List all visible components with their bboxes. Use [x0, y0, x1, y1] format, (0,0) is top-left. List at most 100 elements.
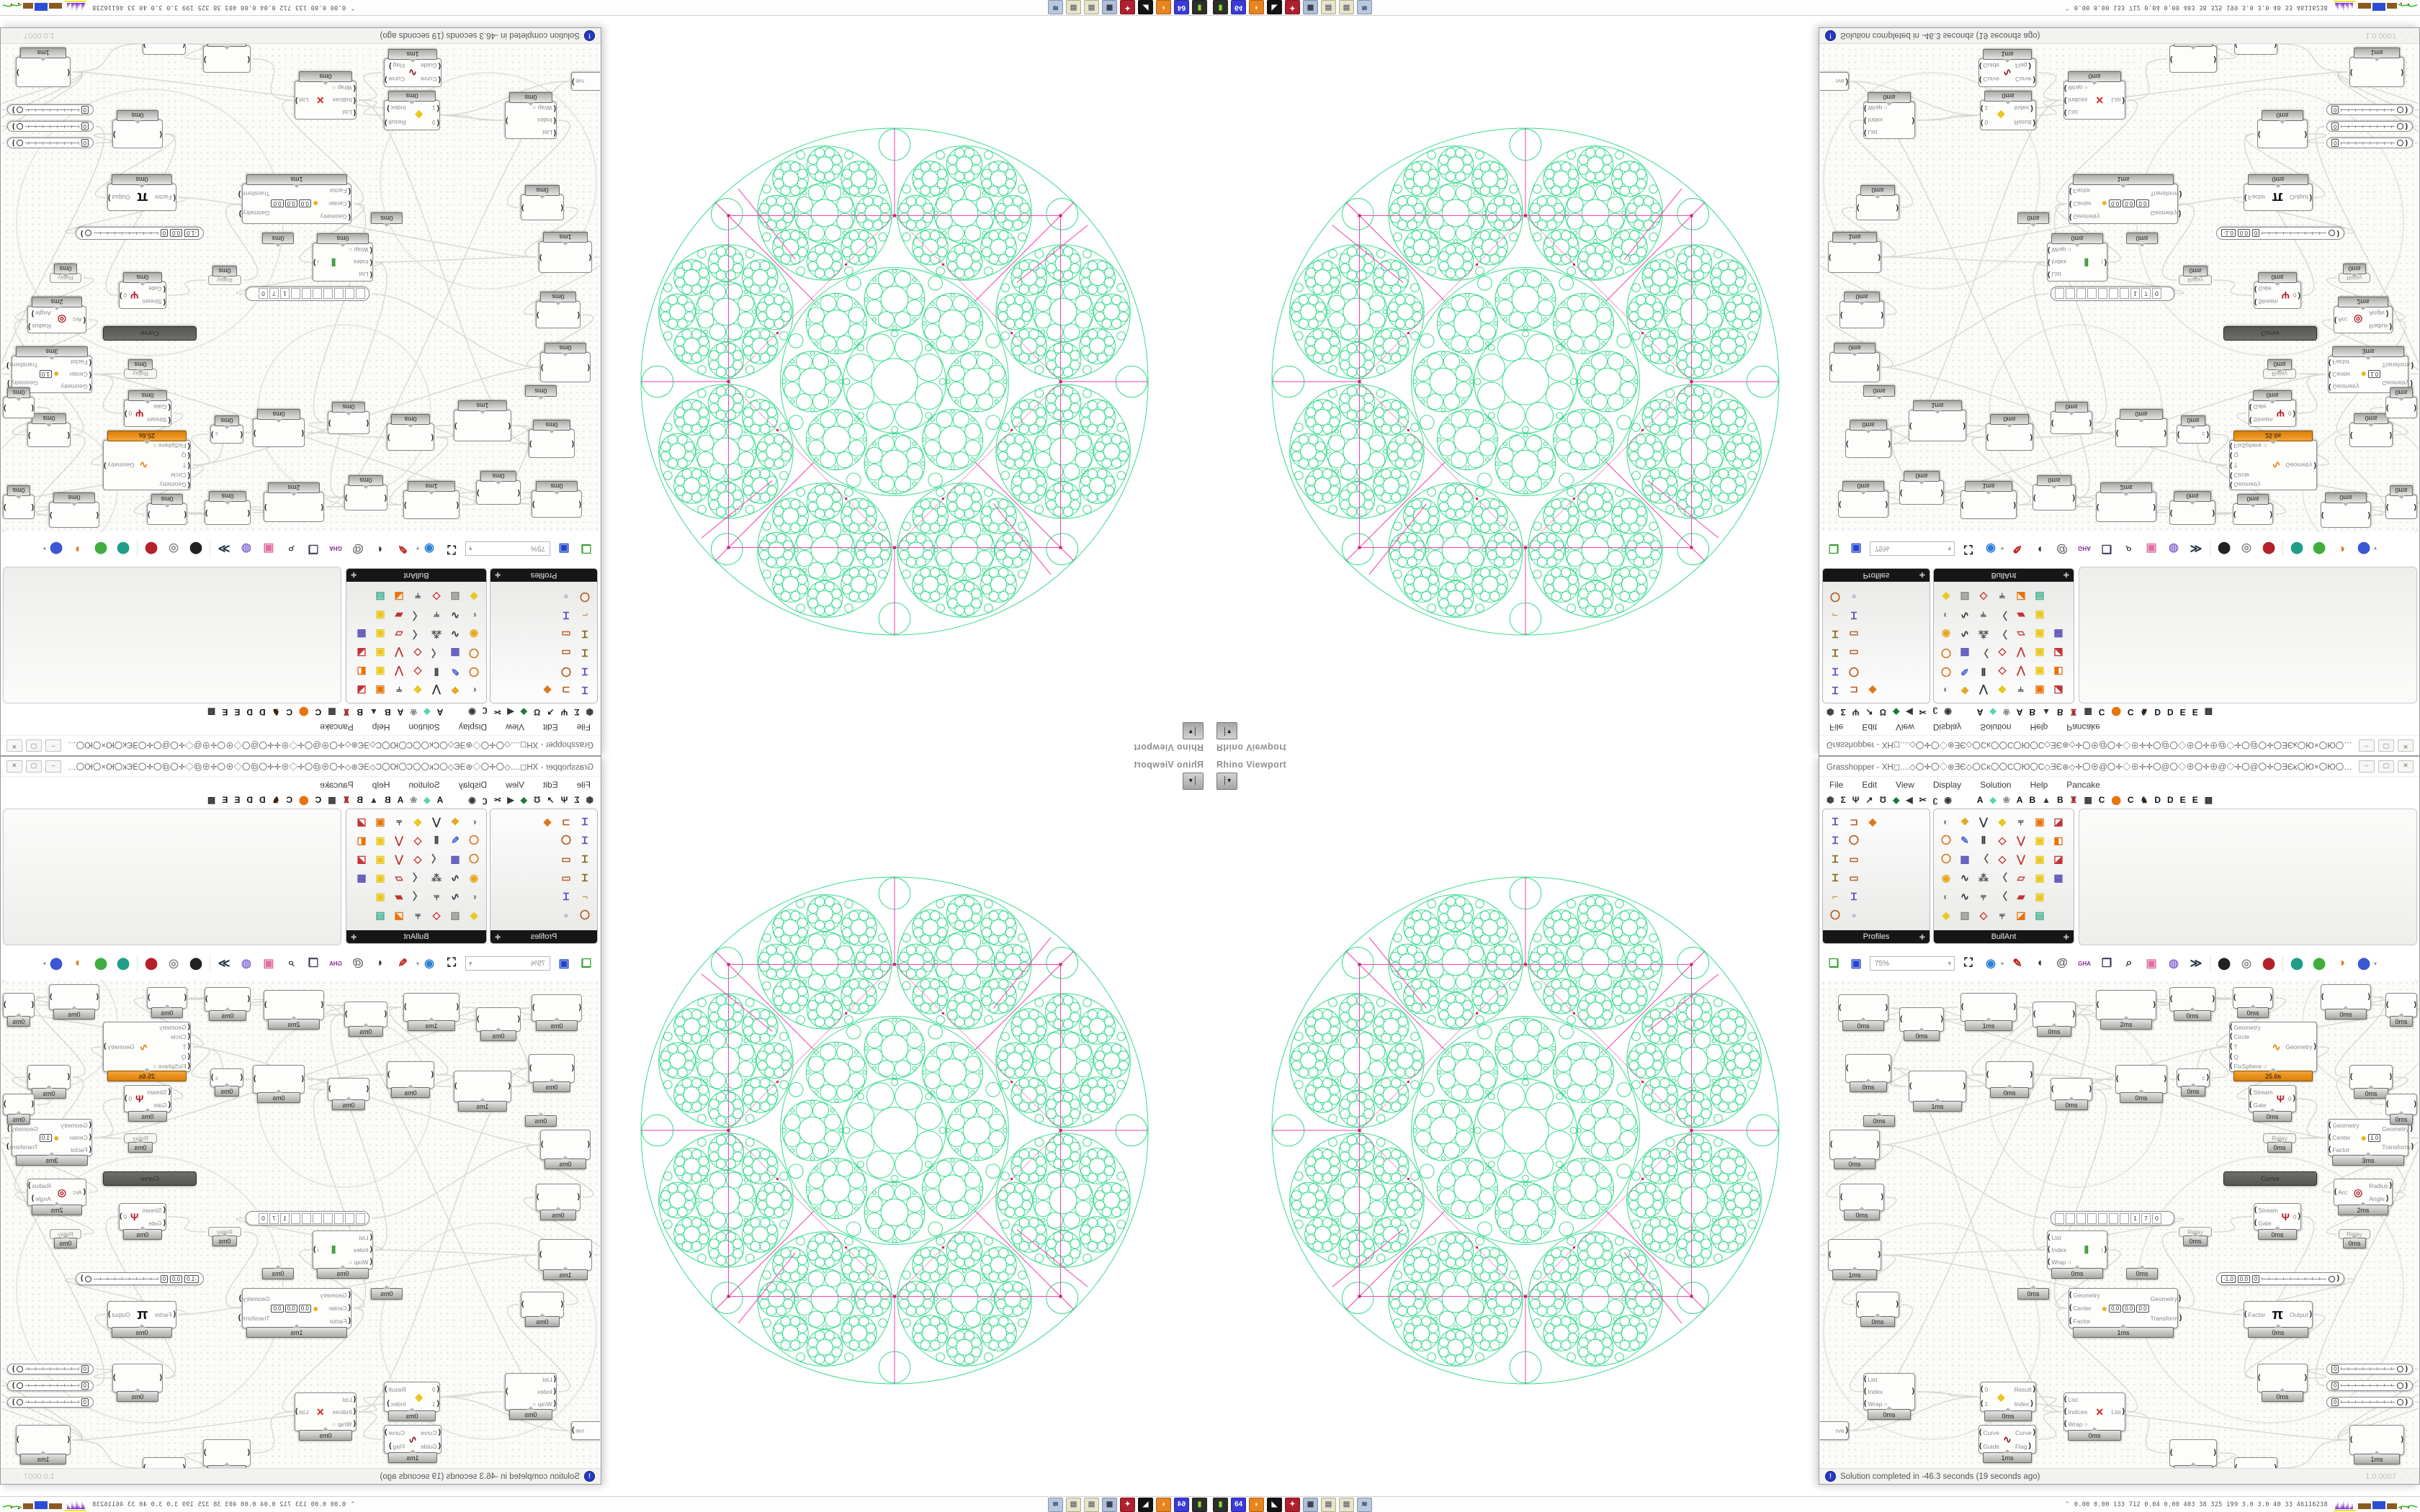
component-tab[interactable]: C	[286, 795, 293, 805]
palette-icon[interactable]: ▣	[375, 629, 385, 641]
component-tab[interactable]: ◉	[468, 795, 476, 805]
gh-node-arc[interactable]: (Arc ◎ Radius) Angle)	[2334, 1179, 2393, 1206]
palette-icon[interactable]	[2049, 887, 2068, 906]
gh-node-flow[interactable]: (Curve(Guide ∿ Curve) Flag)	[1978, 1425, 2036, 1454]
blob-teal-icon[interactable]: ⬤	[2290, 542, 2303, 554]
preview-toggle-icon[interactable]: ◉	[424, 958, 434, 970]
gumball-icon[interactable]: ◖	[2036, 957, 2043, 969]
open-button-icon[interactable]: ❏	[1828, 542, 1839, 554]
component-tab[interactable]: ✂	[1919, 707, 1927, 717]
profiler-time[interactable]: 0ms	[371, 212, 403, 224]
gumball-icon[interactable]: ◖	[377, 957, 384, 969]
palette-icon[interactable]: ⊐	[562, 685, 570, 697]
palette-icon[interactable]: ⦀	[1981, 834, 1986, 846]
palette-icon[interactable]: ◪	[394, 909, 404, 921]
taskbar-red-suite-icon[interactable]: ✦	[1120, 1497, 1135, 1512]
palette-icon[interactable]: 〇	[1849, 666, 1859, 678]
palette-icon[interactable]: ⁂	[1978, 629, 1989, 641]
component-tab[interactable]: ♞	[2140, 707, 2148, 717]
palette-icon[interactable]: ✎	[1960, 834, 1969, 846]
blob-blue-icon[interactable]: ⬤	[2357, 542, 2370, 554]
gh-node-f14[interactable]: ()	[2115, 1065, 2167, 1094]
gh-node-stream2[interactable]: (Stream(Gate Ψ 0)	[2249, 1085, 2296, 1112]
palette-icon[interactable]	[2049, 906, 2068, 924]
palette-icon[interactable]: ∿	[1960, 890, 1969, 902]
palette-icon[interactable]: ⁂	[431, 871, 442, 883]
palette-icon[interactable]: ◉	[469, 629, 479, 641]
component-tab[interactable]: ♜	[342, 795, 351, 805]
close-button[interactable]: ✕	[2398, 739, 2414, 752]
component-tab[interactable]: B	[357, 795, 363, 805]
save-button-icon[interactable]: ▣	[1850, 958, 1862, 970]
wireframe-preview-icon[interactable]: ◎	[2241, 542, 2251, 554]
palette-icon[interactable]: ▣	[2035, 629, 2045, 641]
gh-node-f5[interactable]: ()	[2096, 492, 2156, 522]
palette-icon[interactable]: 〈	[1997, 872, 2007, 883]
palette-icon[interactable]: Ɪ	[1832, 629, 1838, 641]
taskbar-calculator-icon[interactable]: ▦	[1303, 1497, 1318, 1512]
palette-icon[interactable]: ⫧	[434, 890, 439, 902]
palette-icon[interactable]: ▣	[375, 890, 385, 902]
palette-icon[interactable]: ▣	[375, 647, 385, 660]
camera-icon[interactable]: ⬤	[189, 542, 202, 554]
palette-icon[interactable]: ◆	[1942, 591, 1950, 603]
component-tab[interactable]: ◆	[1893, 707, 1900, 717]
gh-node-stream1[interactable]: (Stream(Gate Ψ 0)	[2254, 1203, 2301, 1230]
component-tab[interactable]: Ψ	[1852, 795, 1860, 805]
gh-node-f10[interactable]: ()	[1845, 429, 1891, 458]
taskbar-calculator-icon[interactable]: ▦	[1102, 1497, 1117, 1512]
component-tab[interactable]: ▦	[2084, 795, 2092, 805]
component-tab[interactable]: ✂	[493, 795, 501, 805]
palette-expand-icon[interactable]: ✚	[495, 934, 501, 942]
component-tab[interactable]: ◉	[468, 707, 476, 717]
remote-control-icon[interactable]: @	[2056, 543, 2068, 555]
palette-icon[interactable]: ⋁	[395, 647, 403, 660]
palette-icon[interactable]: ◆	[1868, 815, 1877, 827]
gh-node-darkcurve[interactable]: Curve	[2223, 1171, 2317, 1186]
palette-icon[interactable]: ◧	[2053, 666, 2063, 678]
blob-orange-icon[interactable]: ◑	[75, 543, 82, 555]
menu-solution[interactable]: Solution	[408, 722, 440, 732]
viewport-menu-button[interactable]: │▾	[1216, 773, 1237, 790]
component-tab[interactable]: D	[259, 707, 266, 717]
gh-node-f17[interactable]: ()	[540, 352, 591, 382]
palette-icon[interactable]: ▰	[395, 610, 403, 622]
palette-expand-icon[interactable]: ✚	[351, 934, 357, 942]
palette-icon[interactable]: ◐	[1942, 610, 1950, 621]
gh-node-f17[interactable]: ()	[1829, 1130, 1880, 1160]
palette-icon[interactable]: ◪	[357, 852, 367, 865]
palette-icon[interactable]: ⋁	[1979, 685, 1988, 697]
palette-icon[interactable]: ▣	[375, 610, 385, 622]
palette-icon[interactable]	[2049, 606, 2068, 625]
tray-expander-icon[interactable]: ⌃	[350, 4, 356, 12]
blob-orange-icon[interactable]: ◑	[75, 957, 82, 969]
zoom-extents-icon[interactable]: ⛶	[1964, 957, 1973, 969]
palette-icon[interactable]	[1863, 868, 1882, 887]
gh-node-anemone[interactable]: (Geometry(Circle(T(Q(FixSphere ○ ∿ Geometr…	[103, 1022, 191, 1072]
menu-help[interactable]: Help	[372, 780, 390, 790]
component-tab[interactable]: E	[2192, 707, 2198, 717]
palette-icon[interactable]: ⌐	[581, 891, 588, 902]
cluster-box-icon[interactable]: ▣	[2146, 542, 2157, 554]
gh-node-scale3[interactable]: (Geometry(Center(Factor ● 1.0 Geometry) Tran…	[2328, 1119, 2414, 1156]
component-tab[interactable]: ◆	[424, 795, 431, 805]
component-tab[interactable]: ✂	[493, 707, 501, 717]
palette-icon[interactable]: ▭	[561, 871, 571, 883]
shaded-preview-icon[interactable]: ⬤	[145, 958, 158, 970]
resize-handle[interactable]: ⋰⋰	[5, 32, 19, 40]
component-tab[interactable]: D	[2167, 707, 2174, 717]
palette-icon[interactable]: ▣	[2035, 890, 2045, 902]
blob-green-icon[interactable]: ⬤	[2313, 542, 2326, 554]
palette-icon[interactable]: Ɪ	[1832, 815, 1838, 827]
component-tab[interactable]: B	[357, 707, 363, 717]
component-tab[interactable]: ♞	[2140, 795, 2148, 805]
palette-label[interactable]: BullAnt	[1934, 930, 2074, 943]
maximize-button[interactable]: ▢	[26, 739, 42, 752]
component-tab[interactable]: Σ	[1840, 795, 1846, 805]
sketch-pen-icon[interactable]: ✎	[398, 542, 408, 554]
palette-icon[interactable]: ∿	[1960, 871, 1969, 883]
gumball-icon[interactable]: ◖	[377, 543, 384, 555]
palette-icon[interactable]: ◆	[1998, 815, 2007, 827]
open-button-icon[interactable]: ❏	[581, 958, 592, 970]
palette-icon[interactable]: ⫧	[1999, 591, 2005, 603]
